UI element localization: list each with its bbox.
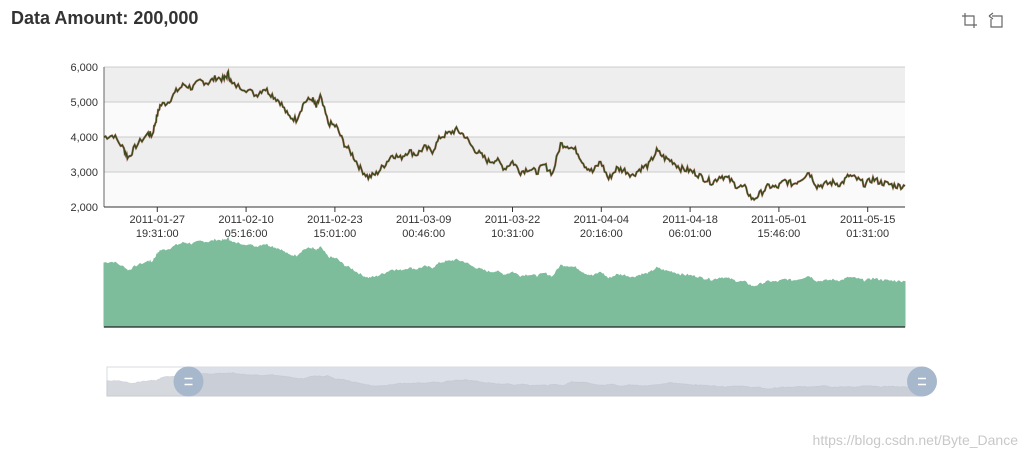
split-area-band: [104, 172, 905, 207]
x-tick-label-time: 19:31:00: [136, 228, 179, 240]
x-tick-label-date: 2011-03-09: [396, 214, 451, 226]
y-tick-label: 4,000: [70, 132, 98, 144]
series-line: [103, 68, 906, 201]
x-tick-label-time: 10:31:00: [491, 228, 534, 240]
x-tick-label-time: 15:46:00: [757, 228, 800, 240]
toolbox: [961, 12, 1005, 29]
y-tick-label: 6,000: [70, 62, 98, 74]
x-tick-label-date: 2011-01-27: [130, 214, 185, 226]
x-tick-label-time: 15:01:00: [313, 228, 356, 240]
split-area-band: [104, 137, 905, 172]
data-zoom-icon[interactable]: [961, 12, 978, 29]
x-tick-label-time: 01:31:00: [846, 228, 889, 240]
x-tick-label-date: 2011-04-04: [574, 214, 629, 226]
x-tick-label-date: 2011-03-22: [485, 214, 540, 226]
split-area-band: [104, 102, 905, 137]
x-tick-label-time: 06:01:00: [669, 228, 712, 240]
datazoom-handle-end[interactable]: [907, 366, 937, 397]
y-tick-label: 3,000: [70, 167, 98, 179]
datazoom-handle-knob[interactable]: [173, 366, 204, 397]
x-tick-label-date: 2011-05-15: [840, 214, 895, 226]
y-tick-label: 2,000: [70, 202, 98, 214]
datazoom-handle-start[interactable]: [173, 366, 204, 397]
split-area-band: [104, 67, 905, 102]
x-tick-label-time: 20:16:00: [580, 228, 623, 240]
x-tick-label-date: 2011-05-01: [751, 214, 806, 226]
x-tick-label-time: 00:46:00: [402, 228, 445, 240]
overview-area: [103, 237, 906, 328]
y-tick-label: 5,000: [70, 97, 98, 109]
x-tick-label-date: 2011-02-10: [218, 214, 273, 226]
zoom-reset-icon[interactable]: [988, 12, 1005, 29]
chart-title: Data Amount: 200,000: [11, 8, 199, 28]
x-tick-label-time: 05:16:00: [225, 228, 268, 240]
x-tick-label-date: 2011-04-18: [662, 214, 717, 226]
x-tick-label-date: 2011-02-23: [307, 214, 362, 226]
datazoom-preview-area: [106, 372, 923, 397]
watermark: https://blog.csdn.net/Byte_Dance: [812, 432, 1018, 448]
datazoom-handle-knob[interactable]: [907, 366, 937, 397]
